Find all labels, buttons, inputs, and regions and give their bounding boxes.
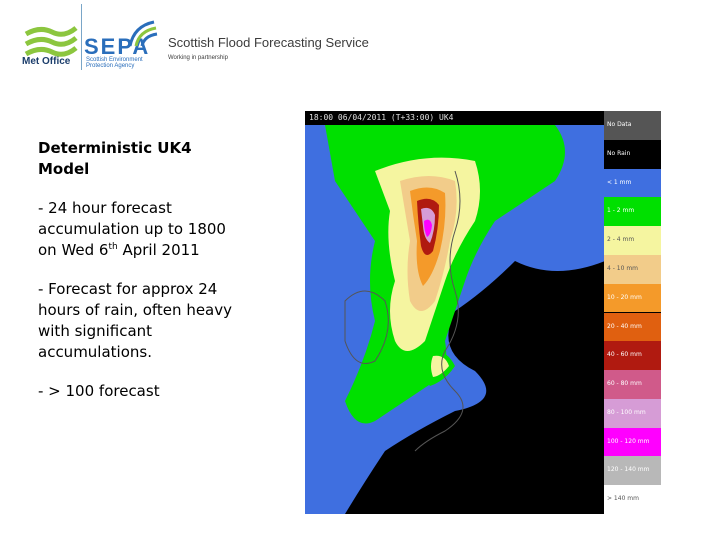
rainfall-map-panel: 18:00 06/04/2011 (T+33:00) UK4 No Data No… xyxy=(305,111,661,514)
paragraph-accumulation: - 24 hour forecast accumulation up to 18… xyxy=(38,198,243,261)
rainfall-map xyxy=(305,111,605,514)
legend-item: 60 - 80 mm xyxy=(604,370,661,399)
superscript-th: th xyxy=(108,242,118,252)
coastline xyxy=(414,170,464,452)
paragraph-accumulation-start: - 24 hour forecast accumulation up to 18… xyxy=(38,199,226,259)
legend-item: 80 - 100 mm xyxy=(604,398,661,428)
legend-item: No Rain xyxy=(604,139,661,169)
service-subtitle: Working in partnership xyxy=(168,55,228,61)
header: Met Office SEPA Scottish Environment Pro… xyxy=(0,0,720,80)
coastline-ireland xyxy=(344,290,389,364)
sepa-logo-icon xyxy=(128,20,158,47)
paragraph-rain: - Forecast for approx 24 hours of rain, … xyxy=(38,280,232,361)
legend-item: 20 - 40 mm xyxy=(604,312,661,342)
met-office-logo-icon xyxy=(24,26,78,57)
legend-item: 2 - 4 mm xyxy=(604,226,661,255)
sepa-subtitle-line-1: Scottish Environment xyxy=(86,57,143,63)
legend-item: 1 - 2 mm xyxy=(604,197,661,227)
legend-item: 4 - 10 mm xyxy=(604,254,661,284)
header-divider xyxy=(81,4,82,70)
legend-item: 100 - 120 mm xyxy=(604,427,661,457)
legend-item: 40 - 60 mm xyxy=(604,341,661,371)
legend-item: 120 - 140 mm xyxy=(604,456,661,486)
legend-item: No Data xyxy=(604,111,661,140)
legend-item: 10 - 20 mm xyxy=(604,283,661,313)
sepa-subtitle-line-2: Protection Agency xyxy=(86,63,135,69)
paragraph-accumulation-end: April 2011 xyxy=(117,241,200,259)
slide-heading: Deterministic UK4 Model xyxy=(38,139,192,178)
legend-item: > 140 mm xyxy=(604,485,661,514)
rain-region-magenta xyxy=(424,219,432,237)
service-title: Scottish Flood Forecasting Service xyxy=(168,35,369,50)
text-block: Deterministic UK4 Model - 24 hour foreca… xyxy=(38,138,243,420)
map-header: 18:00 06/04/2011 (T+33:00) UK4 xyxy=(305,111,609,125)
rain-region-south-yellow xyxy=(431,355,449,377)
legend: No Data No Rain < 1 mm 1 - 2 mm 2 - 4 mm 4 - … xyxy=(604,111,661,514)
legend-item: < 1 mm xyxy=(604,168,661,198)
met-office-label: Met Office xyxy=(22,56,71,67)
paragraph-forecast: - > 100 forecast xyxy=(38,382,160,400)
sepa-subtitle: Scottish Environment Protection Agency xyxy=(86,57,143,69)
